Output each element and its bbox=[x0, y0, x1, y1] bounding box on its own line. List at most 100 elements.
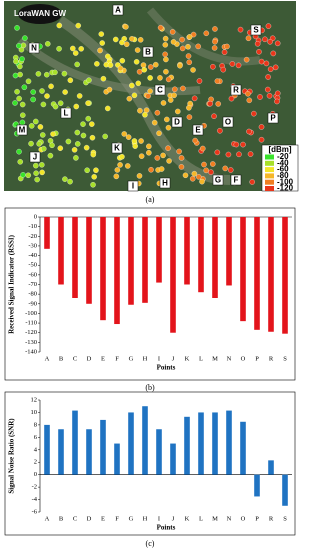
map-dot bbox=[56, 46, 62, 52]
point-label-box bbox=[230, 174, 242, 186]
x-tick-label: K bbox=[185, 355, 190, 362]
map-dot bbox=[148, 167, 154, 173]
x-tick-label: D bbox=[87, 515, 92, 522]
y-tick-label: -110 bbox=[25, 320, 37, 327]
map-dot bbox=[146, 149, 152, 156]
map-dot bbox=[146, 143, 152, 150]
y-tick-label: -50 bbox=[28, 262, 37, 269]
point-label: J bbox=[33, 153, 37, 162]
map-dot bbox=[215, 101, 221, 107]
x-tick-label: S bbox=[283, 515, 287, 522]
point-label-box bbox=[250, 24, 262, 36]
point-label: E bbox=[195, 126, 201, 135]
point-label: S bbox=[253, 26, 259, 35]
map-dot bbox=[177, 62, 183, 69]
map-dot bbox=[73, 103, 80, 110]
x-tick-label: I bbox=[158, 515, 160, 522]
point-label: O bbox=[225, 118, 231, 127]
map-dot bbox=[210, 161, 216, 167]
map-dot bbox=[258, 136, 265, 143]
gateway-label: LoraWAN GW bbox=[14, 9, 66, 18]
map-dot bbox=[98, 31, 105, 37]
y-tick-label: -140 bbox=[25, 348, 37, 355]
map-dot bbox=[166, 158, 172, 164]
map-dot bbox=[200, 145, 206, 152]
legend-swatch bbox=[265, 186, 274, 191]
x-tick-label: M bbox=[212, 515, 218, 522]
map-dot bbox=[192, 137, 198, 144]
y-tick-label: -2 bbox=[32, 484, 37, 491]
map-dot bbox=[214, 78, 221, 84]
map-dot bbox=[14, 25, 20, 31]
map-dot bbox=[212, 38, 218, 45]
y-tick-label: 10 bbox=[31, 409, 38, 416]
map-dot bbox=[21, 84, 28, 90]
legend-label: -120 bbox=[277, 184, 294, 193]
map-dot bbox=[199, 178, 205, 185]
map-dot bbox=[172, 86, 178, 93]
bar bbox=[254, 217, 260, 330]
map-dot bbox=[75, 22, 81, 29]
map-dot bbox=[44, 93, 50, 99]
map-dot bbox=[70, 45, 76, 52]
point-label-box bbox=[171, 116, 183, 128]
bar bbox=[254, 474, 260, 497]
bar bbox=[44, 217, 50, 249]
map-dot bbox=[121, 36, 127, 42]
map-dot bbox=[119, 154, 125, 160]
map-dot bbox=[129, 36, 135, 42]
y-tick-label: 6 bbox=[34, 434, 38, 441]
map-dot bbox=[25, 172, 32, 179]
bar bbox=[142, 217, 148, 303]
map-dot bbox=[156, 130, 162, 136]
map-dot bbox=[12, 100, 18, 106]
y-tick-label: -30 bbox=[28, 242, 37, 249]
bar bbox=[240, 421, 246, 475]
map-dot bbox=[49, 142, 55, 149]
x-tick-label: A bbox=[45, 515, 50, 522]
bar bbox=[100, 419, 106, 475]
x-tick-label: S bbox=[283, 355, 287, 362]
point-label-box bbox=[212, 174, 224, 186]
map-dot bbox=[80, 121, 86, 127]
bar bbox=[58, 429, 64, 475]
map-dot bbox=[212, 26, 218, 32]
map-dot bbox=[186, 114, 193, 120]
map-dot bbox=[134, 47, 141, 53]
point-label-box bbox=[127, 180, 139, 192]
map-dot bbox=[263, 60, 270, 67]
map-dot bbox=[39, 88, 45, 94]
map-dot bbox=[266, 93, 273, 99]
y-tick-label: -6 bbox=[32, 508, 38, 515]
map-dot bbox=[210, 64, 216, 70]
map-dot bbox=[211, 45, 218, 51]
map-dot bbox=[76, 93, 83, 99]
map-dot bbox=[237, 26, 244, 33]
map-dot bbox=[262, 36, 268, 43]
legend-label: -100 bbox=[277, 177, 294, 186]
map-dot bbox=[137, 107, 143, 114]
map-dot bbox=[47, 152, 54, 159]
map-dot bbox=[89, 134, 96, 141]
map-dot bbox=[207, 100, 213, 107]
map-dot bbox=[169, 29, 176, 35]
bar bbox=[184, 217, 190, 285]
map-dot bbox=[196, 174, 202, 180]
map-dot bbox=[243, 56, 250, 63]
map-dot bbox=[175, 108, 181, 115]
map-dot bbox=[16, 148, 22, 155]
legend-title: [dBm] bbox=[268, 145, 291, 154]
point-label-box bbox=[222, 116, 234, 128]
map-dot bbox=[190, 67, 196, 73]
map-dot bbox=[170, 39, 177, 45]
map-dot bbox=[221, 49, 228, 55]
map-dot bbox=[91, 174, 97, 180]
map-dot bbox=[72, 50, 79, 56]
point-label: R bbox=[233, 86, 239, 95]
map-dot bbox=[163, 68, 169, 75]
y-tick-label: -20 bbox=[28, 233, 37, 240]
map-dot bbox=[105, 53, 111, 60]
gateway-ellipse bbox=[18, 4, 62, 24]
y-tick-label: -10 bbox=[28, 223, 37, 230]
x-tick-label: F bbox=[115, 355, 119, 362]
